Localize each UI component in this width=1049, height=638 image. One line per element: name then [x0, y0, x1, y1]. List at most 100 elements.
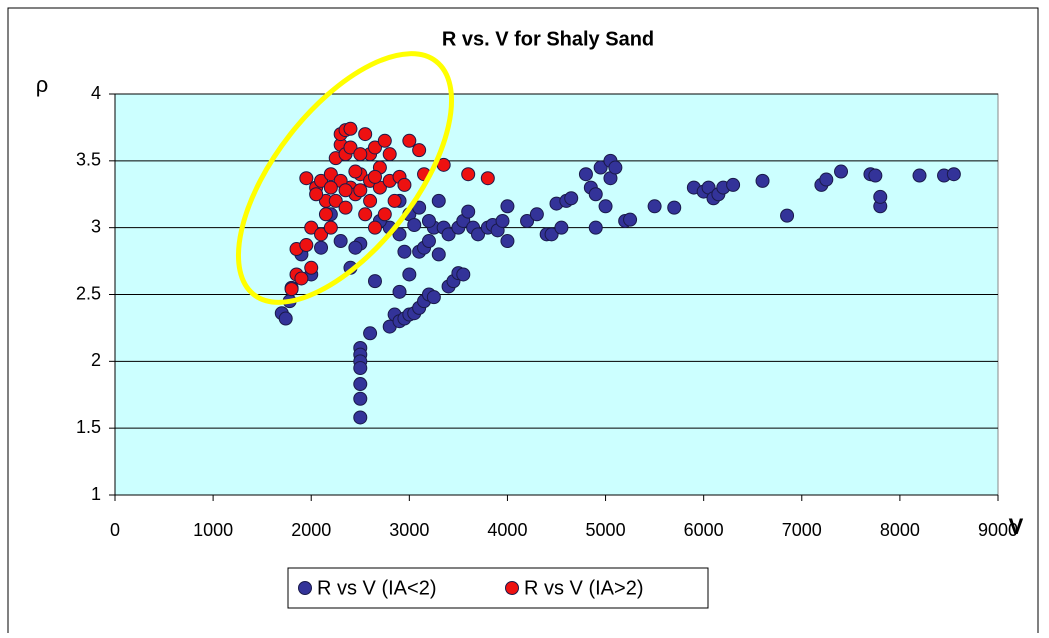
point — [495, 213, 510, 228]
x-tick-label: 8000 — [880, 520, 920, 540]
point — [402, 267, 417, 282]
y-axis-label: ρ — [36, 72, 49, 97]
point — [353, 147, 368, 162]
x-tick-label: 7000 — [782, 520, 822, 540]
point — [382, 147, 397, 162]
point — [343, 140, 358, 155]
point — [358, 207, 373, 222]
point — [304, 260, 319, 275]
point — [426, 290, 441, 305]
point — [500, 199, 515, 214]
point — [397, 177, 412, 192]
point — [377, 207, 392, 222]
point — [343, 121, 358, 136]
point — [367, 274, 382, 289]
point — [328, 193, 343, 208]
point — [868, 168, 883, 183]
y-tick-label: 3 — [91, 216, 101, 236]
point — [834, 164, 849, 179]
marks — [274, 121, 961, 425]
legend-marker — [298, 581, 312, 595]
point — [780, 208, 795, 223]
point — [387, 193, 402, 208]
point — [578, 167, 593, 182]
point — [358, 127, 373, 142]
point — [461, 204, 476, 219]
point — [755, 173, 770, 188]
point — [363, 193, 378, 208]
point — [278, 311, 293, 326]
point — [593, 160, 608, 175]
legend — [287, 567, 709, 609]
point — [441, 227, 456, 242]
point — [304, 220, 319, 235]
point — [407, 217, 422, 232]
point — [299, 171, 314, 186]
point — [348, 240, 363, 255]
point — [544, 227, 559, 242]
point — [353, 391, 368, 406]
chart-title: R vs. V for Shaly Sand — [442, 28, 654, 50]
legend-label: R vs V (IA>2) — [524, 577, 643, 599]
legend-marker — [505, 581, 519, 595]
x-tick-label: 9000 — [978, 520, 1018, 540]
point — [412, 143, 427, 158]
point — [623, 212, 638, 227]
point — [353, 410, 368, 425]
point — [338, 183, 353, 198]
point — [480, 171, 495, 186]
point — [431, 193, 446, 208]
point — [314, 227, 329, 242]
point — [431, 247, 446, 262]
y-tick-label: 3.5 — [76, 150, 101, 170]
x-tick-label: 1000 — [193, 520, 233, 540]
point — [284, 282, 299, 297]
point — [819, 172, 834, 187]
point — [318, 207, 333, 222]
point — [367, 220, 382, 235]
x-tick-label: 6000 — [684, 520, 724, 540]
point — [309, 187, 324, 202]
point — [299, 238, 314, 253]
y-tick-label: 1 — [91, 484, 101, 504]
point — [353, 183, 368, 198]
point — [946, 167, 961, 182]
point — [647, 199, 662, 214]
highlight-ellipse — [235, 51, 455, 305]
x-tick-label: 2000 — [291, 520, 331, 540]
point — [323, 220, 338, 235]
point — [348, 164, 363, 179]
point — [392, 284, 407, 299]
point — [520, 213, 535, 228]
point — [912, 168, 927, 183]
point — [500, 234, 515, 249]
point — [397, 244, 412, 259]
point — [873, 189, 888, 204]
point — [314, 173, 329, 188]
point — [338, 200, 353, 215]
point — [588, 220, 603, 235]
x-tick-label: 3000 — [389, 520, 429, 540]
point — [333, 234, 348, 249]
point — [314, 240, 329, 255]
point — [456, 267, 471, 282]
point — [402, 133, 417, 148]
point — [529, 207, 544, 222]
point — [608, 160, 623, 175]
y-tick-label: 2 — [91, 350, 101, 370]
point — [367, 140, 382, 155]
y-tick-label: 2.5 — [76, 283, 101, 303]
legend-items: R vs V (IA<2) R vs V (IA>2) — [298, 577, 643, 599]
point — [367, 169, 382, 184]
y-tick-label: 1.5 — [76, 417, 101, 437]
point — [377, 133, 392, 148]
point — [363, 326, 378, 341]
point — [461, 167, 476, 182]
point — [323, 180, 338, 195]
point — [294, 271, 309, 286]
legend-label: R vs V (IA<2) — [317, 577, 436, 599]
point — [598, 199, 613, 214]
point — [726, 177, 741, 192]
point — [554, 220, 569, 235]
